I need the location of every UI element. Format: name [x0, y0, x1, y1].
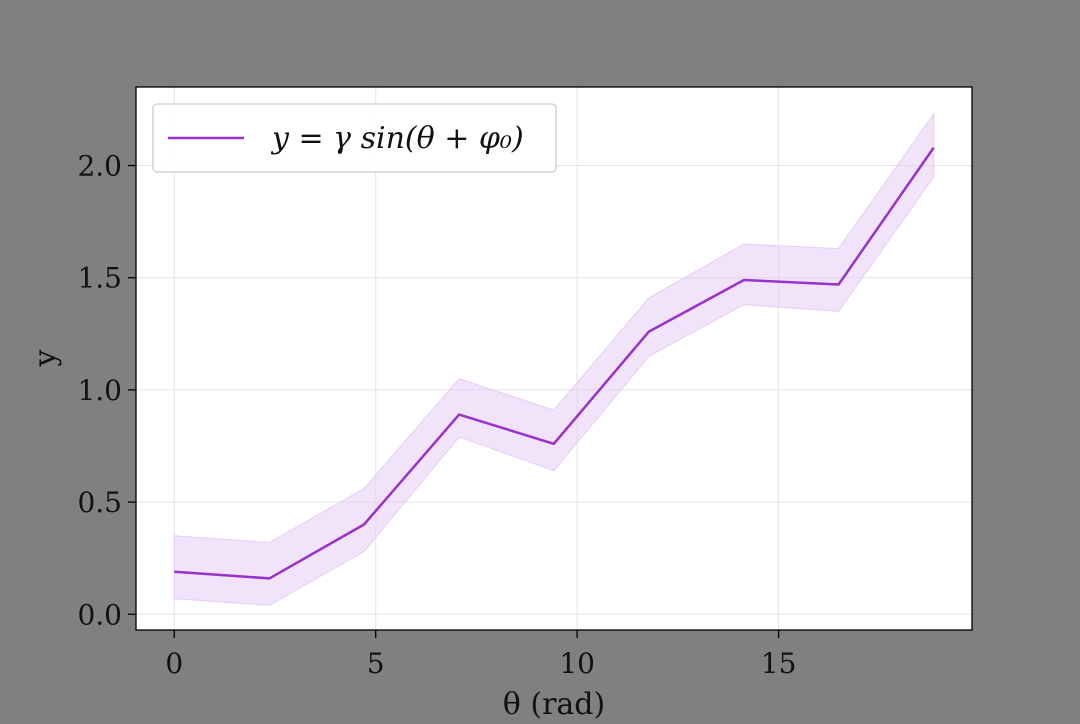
legend: y = γ sin(θ + φ₀): [152, 103, 557, 173]
y-tick-label: 2.0: [77, 150, 122, 183]
y-tick-label: 0.0: [77, 598, 122, 631]
confidence-band-layer: [173, 112, 935, 606]
confidence-band: [173, 112, 935, 606]
axis-ticks: 0 5 10 15 0.0 0.5 1.0 1.5 2.0: [77, 150, 796, 680]
plot-frame: [135, 86, 973, 631]
x-tick-label: 0: [165, 647, 183, 680]
x-axis-label: θ (rad): [503, 687, 605, 720]
x-tick-label: 10: [559, 647, 595, 680]
y-tick-label: 0.5: [77, 486, 122, 519]
series-line: [174, 146, 935, 580]
y-tick-label: 1.0: [77, 374, 122, 407]
y-axis-label: y: [28, 349, 63, 367]
y-tick-label: 1.5: [77, 262, 122, 295]
legend-box: [152, 103, 557, 173]
x-tick-label: 15: [761, 647, 797, 680]
series-line-layer: [174, 146, 935, 580]
legend-label: y = γ sin(θ + φ₀): [270, 121, 524, 156]
x-tick-label: 5: [367, 647, 385, 680]
